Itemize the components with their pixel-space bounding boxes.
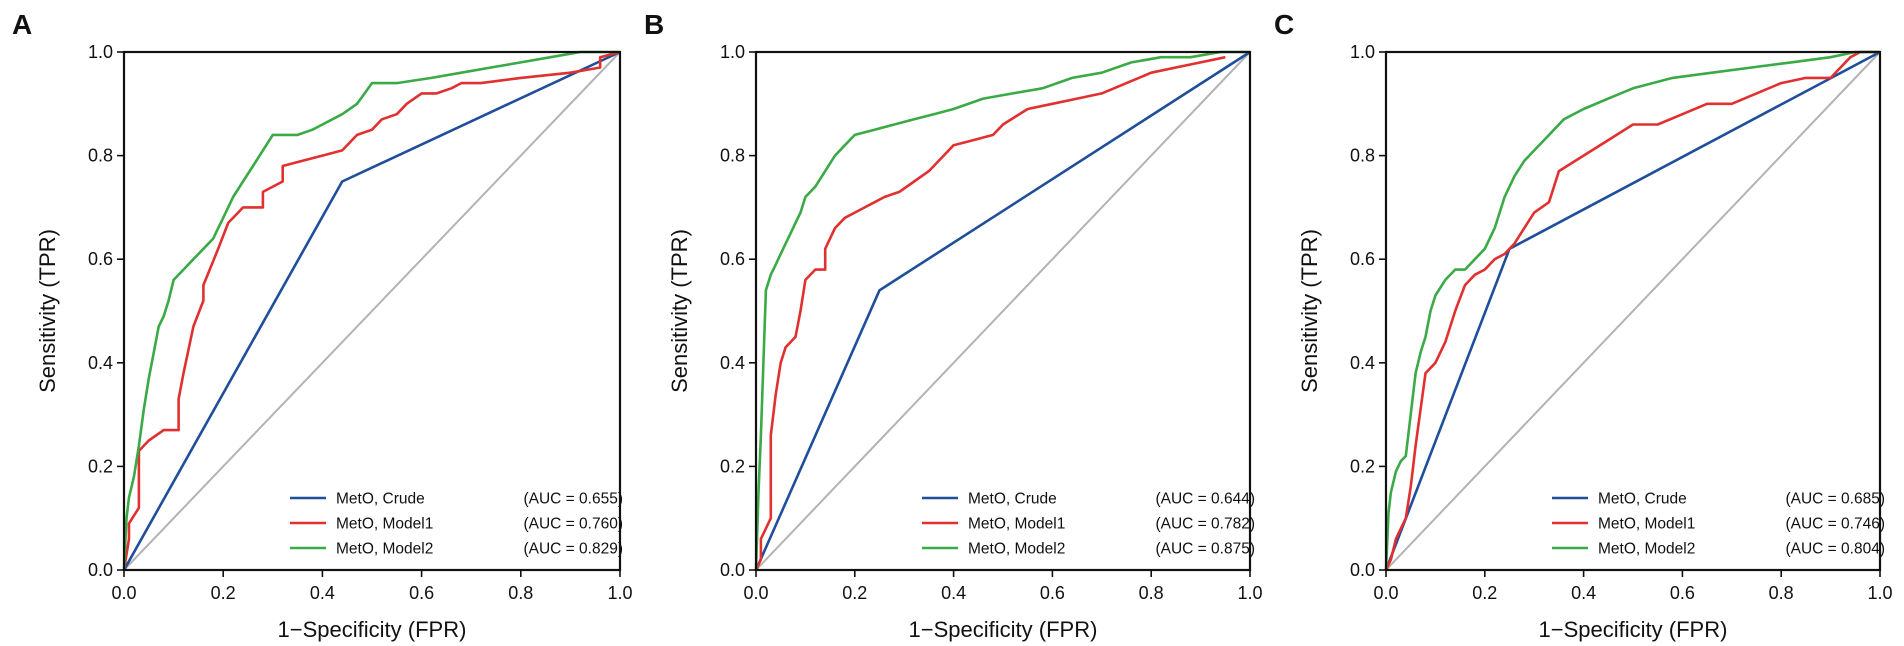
x-tick-label: 0.4 [941,583,966,603]
roc-curve-model2 [754,50,1250,571]
x-axis-title: 1−Specificity (FPR) [909,617,1098,642]
roc-curve-model1 [1384,50,1880,571]
panel-letter: B [644,9,664,40]
x-tick-label: 0.6 [1670,583,1695,603]
axes-frame [754,50,1252,572]
legend-auc-value: (AUC = 0.782) [1155,516,1255,533]
roc-panel-b: B 0.0 0.2 0.4 0.6 0.8 1.0 0.0 0.2 0.4 0.6 0.8 1.0 1−S… [644,9,1263,642]
y-tick-label: 0.2 [1350,456,1375,476]
roc-curve-model1 [754,55,1226,571]
x-tick-label: 0.4 [1571,583,1596,603]
y-tick-label: 0.4 [1350,353,1375,373]
legend: MetO, Crude (AUC = 0.685) MetO, Model1 (AUC… [1552,491,1885,558]
x-tick-label: 1.0 [1867,583,1892,603]
legend-auc-value: (AUC = 0.644) [1155,491,1255,508]
roc-curve-crude [754,50,1251,571]
y-axis-title: Sensitivity (TPR) [1297,229,1322,393]
x-axis-title: 1−Specificity (FPR) [1539,617,1728,642]
panel-letter: A [12,9,32,40]
y-tick-label: 0.2 [88,456,113,476]
x-tick-label: 0.8 [1139,583,1164,603]
y-tick-label: 1.0 [1350,42,1375,62]
roc-panel-c: C 0.0 0.2 0.4 0.6 0.8 1.0 0.0 0.2 0.4 0.6 0.8 1.0 1−S… [1274,9,1893,642]
y-tick-label: 0.8 [1350,146,1375,166]
legend-series-name: MetO, Model1 [1598,516,1695,533]
legend: MetO, Crude (AUC = 0.644) MetO, Model1 (AUC… [922,491,1255,558]
reference-diagonal-line [1385,51,1881,571]
legend-series-name: MetO, Model1 [968,516,1065,533]
axes-frame [1384,50,1882,572]
y-tick-label: 0.8 [88,146,113,166]
legend-auc-value: (AUC = 0.746) [1785,516,1885,533]
legend-series-name: MetO, Model2 [1598,541,1695,558]
roc-curve-crude [122,50,621,571]
y-axis-title: Sensitivity (TPR) [35,229,60,393]
y-tick-label: 0.0 [1350,560,1375,580]
legend-series-name: MetO, Crude [1598,491,1687,508]
legend-series-name: MetO, Model1 [336,516,433,533]
roc-curve-model2 [1384,50,1880,571]
legend-series-name: MetO, Crude [968,491,1057,508]
legend: MetO, Crude (AUC = 0.655) MetO, Model1 (AUC… [290,491,623,558]
legend-auc-value: (AUC = 0.875) [1155,541,1255,558]
roc-curve-model2 [122,50,620,571]
x-axis-title: 1−Specificity (FPR) [278,617,467,642]
reference-diagonal-line [755,51,1251,571]
legend-series-name: MetO, Crude [336,491,425,508]
y-tick-label: 0.6 [720,249,745,269]
y-tick-label: 0.4 [88,353,113,373]
x-tick-label: 0.4 [310,583,335,603]
y-tick-label: 0.0 [88,560,113,580]
y-axis-title: Sensitivity (TPR) [667,229,692,393]
y-tick-label: 1.0 [720,42,745,62]
y-tick-label: 1.0 [88,42,113,62]
x-tick-label: 0.2 [211,583,236,603]
legend-series-name: MetO, Model2 [336,541,433,558]
y-tick-label: 0.4 [720,353,745,373]
x-tick-label: 0.2 [1472,583,1497,603]
legend-auc-value: (AUC = 0.804) [1785,541,1885,558]
legend-auc-value: (AUC = 0.685) [1785,491,1885,508]
legend-auc-value: (AUC = 0.760) [523,516,623,533]
x-tick-label: 1.0 [607,583,632,603]
legend-auc-value: (AUC = 0.655) [523,491,623,508]
x-tick-label: 0.0 [743,583,768,603]
y-tick-label: 0.8 [720,146,745,166]
x-tick-label: 0.8 [508,583,533,603]
x-tick-label: 0.6 [1040,583,1065,603]
y-tick-label: 0.6 [1350,249,1375,269]
x-tick-label: 0.8 [1769,583,1794,603]
x-tick-label: 1.0 [1237,583,1262,603]
x-tick-label: 0.2 [842,583,867,603]
roc-curve-model1 [122,50,621,571]
y-tick-label: 0.2 [720,456,745,476]
y-tick-label: 0.0 [720,560,745,580]
roc-panel-a: A 0.0 0.2 0.4 0.6 0.8 1.0 0.0 0.2 0.4 0.6 0.8 1.0 1−S… [12,9,633,642]
y-tick-label: 0.6 [88,249,113,269]
x-tick-label: 0.6 [409,583,434,603]
legend-series-name: MetO, Model2 [968,541,1065,558]
reference-diagonal-line [123,51,621,571]
x-tick-label: 0.0 [1373,583,1398,603]
panel-letter: C [1274,9,1294,40]
x-tick-label: 0.0 [111,583,136,603]
legend-auc-value: (AUC = 0.829) [523,541,623,558]
axes-frame [122,50,622,572]
